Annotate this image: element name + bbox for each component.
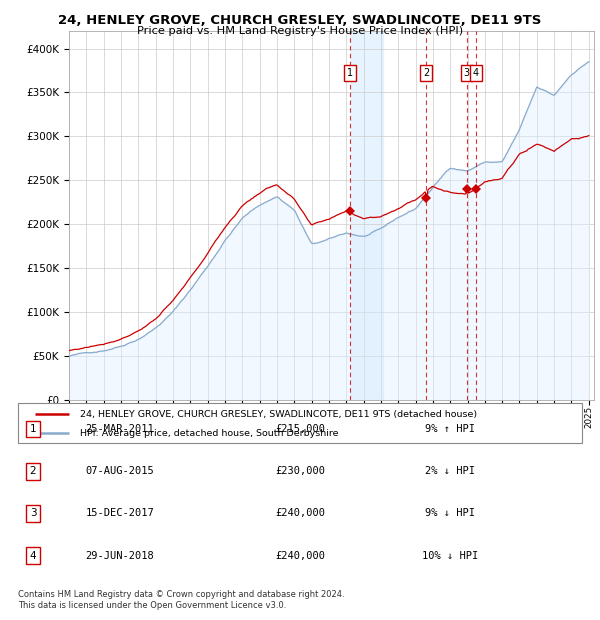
- Text: £240,000: £240,000: [275, 508, 325, 518]
- Text: 2% ↓ HPI: 2% ↓ HPI: [425, 466, 475, 476]
- Text: Contains HM Land Registry data © Crown copyright and database right 2024.
This d: Contains HM Land Registry data © Crown c…: [18, 590, 344, 609]
- Text: £230,000: £230,000: [275, 466, 325, 476]
- Text: 3: 3: [29, 508, 37, 518]
- Text: 4: 4: [29, 551, 37, 560]
- Text: 2: 2: [423, 68, 429, 78]
- Text: 2: 2: [29, 466, 37, 476]
- Text: 10% ↓ HPI: 10% ↓ HPI: [422, 551, 478, 560]
- Text: 3: 3: [464, 68, 470, 78]
- Text: 07-AUG-2015: 07-AUG-2015: [86, 466, 154, 476]
- Text: £240,000: £240,000: [275, 551, 325, 560]
- Text: 29-JUN-2018: 29-JUN-2018: [86, 551, 154, 560]
- Text: 9% ↑ HPI: 9% ↑ HPI: [425, 424, 475, 434]
- Text: 24, HENLEY GROVE, CHURCH GRESLEY, SWADLINCOTE, DE11 9TS (detached house): 24, HENLEY GROVE, CHURCH GRESLEY, SWADLI…: [80, 410, 477, 418]
- FancyBboxPatch shape: [18, 403, 582, 443]
- Text: 1: 1: [347, 68, 353, 78]
- Text: 1: 1: [29, 424, 37, 434]
- Text: 25-MAR-2011: 25-MAR-2011: [86, 424, 154, 434]
- Text: 15-DEC-2017: 15-DEC-2017: [86, 508, 154, 518]
- Text: 24, HENLEY GROVE, CHURCH GRESLEY, SWADLINCOTE, DE11 9TS: 24, HENLEY GROVE, CHURCH GRESLEY, SWADLI…: [58, 14, 542, 27]
- Text: £215,000: £215,000: [275, 424, 325, 434]
- Text: 4: 4: [473, 68, 479, 78]
- Text: Price paid vs. HM Land Registry's House Price Index (HPI): Price paid vs. HM Land Registry's House …: [137, 26, 463, 36]
- Text: 9% ↓ HPI: 9% ↓ HPI: [425, 508, 475, 518]
- Text: HPI: Average price, detached house, South Derbyshire: HPI: Average price, detached house, Sout…: [80, 428, 338, 438]
